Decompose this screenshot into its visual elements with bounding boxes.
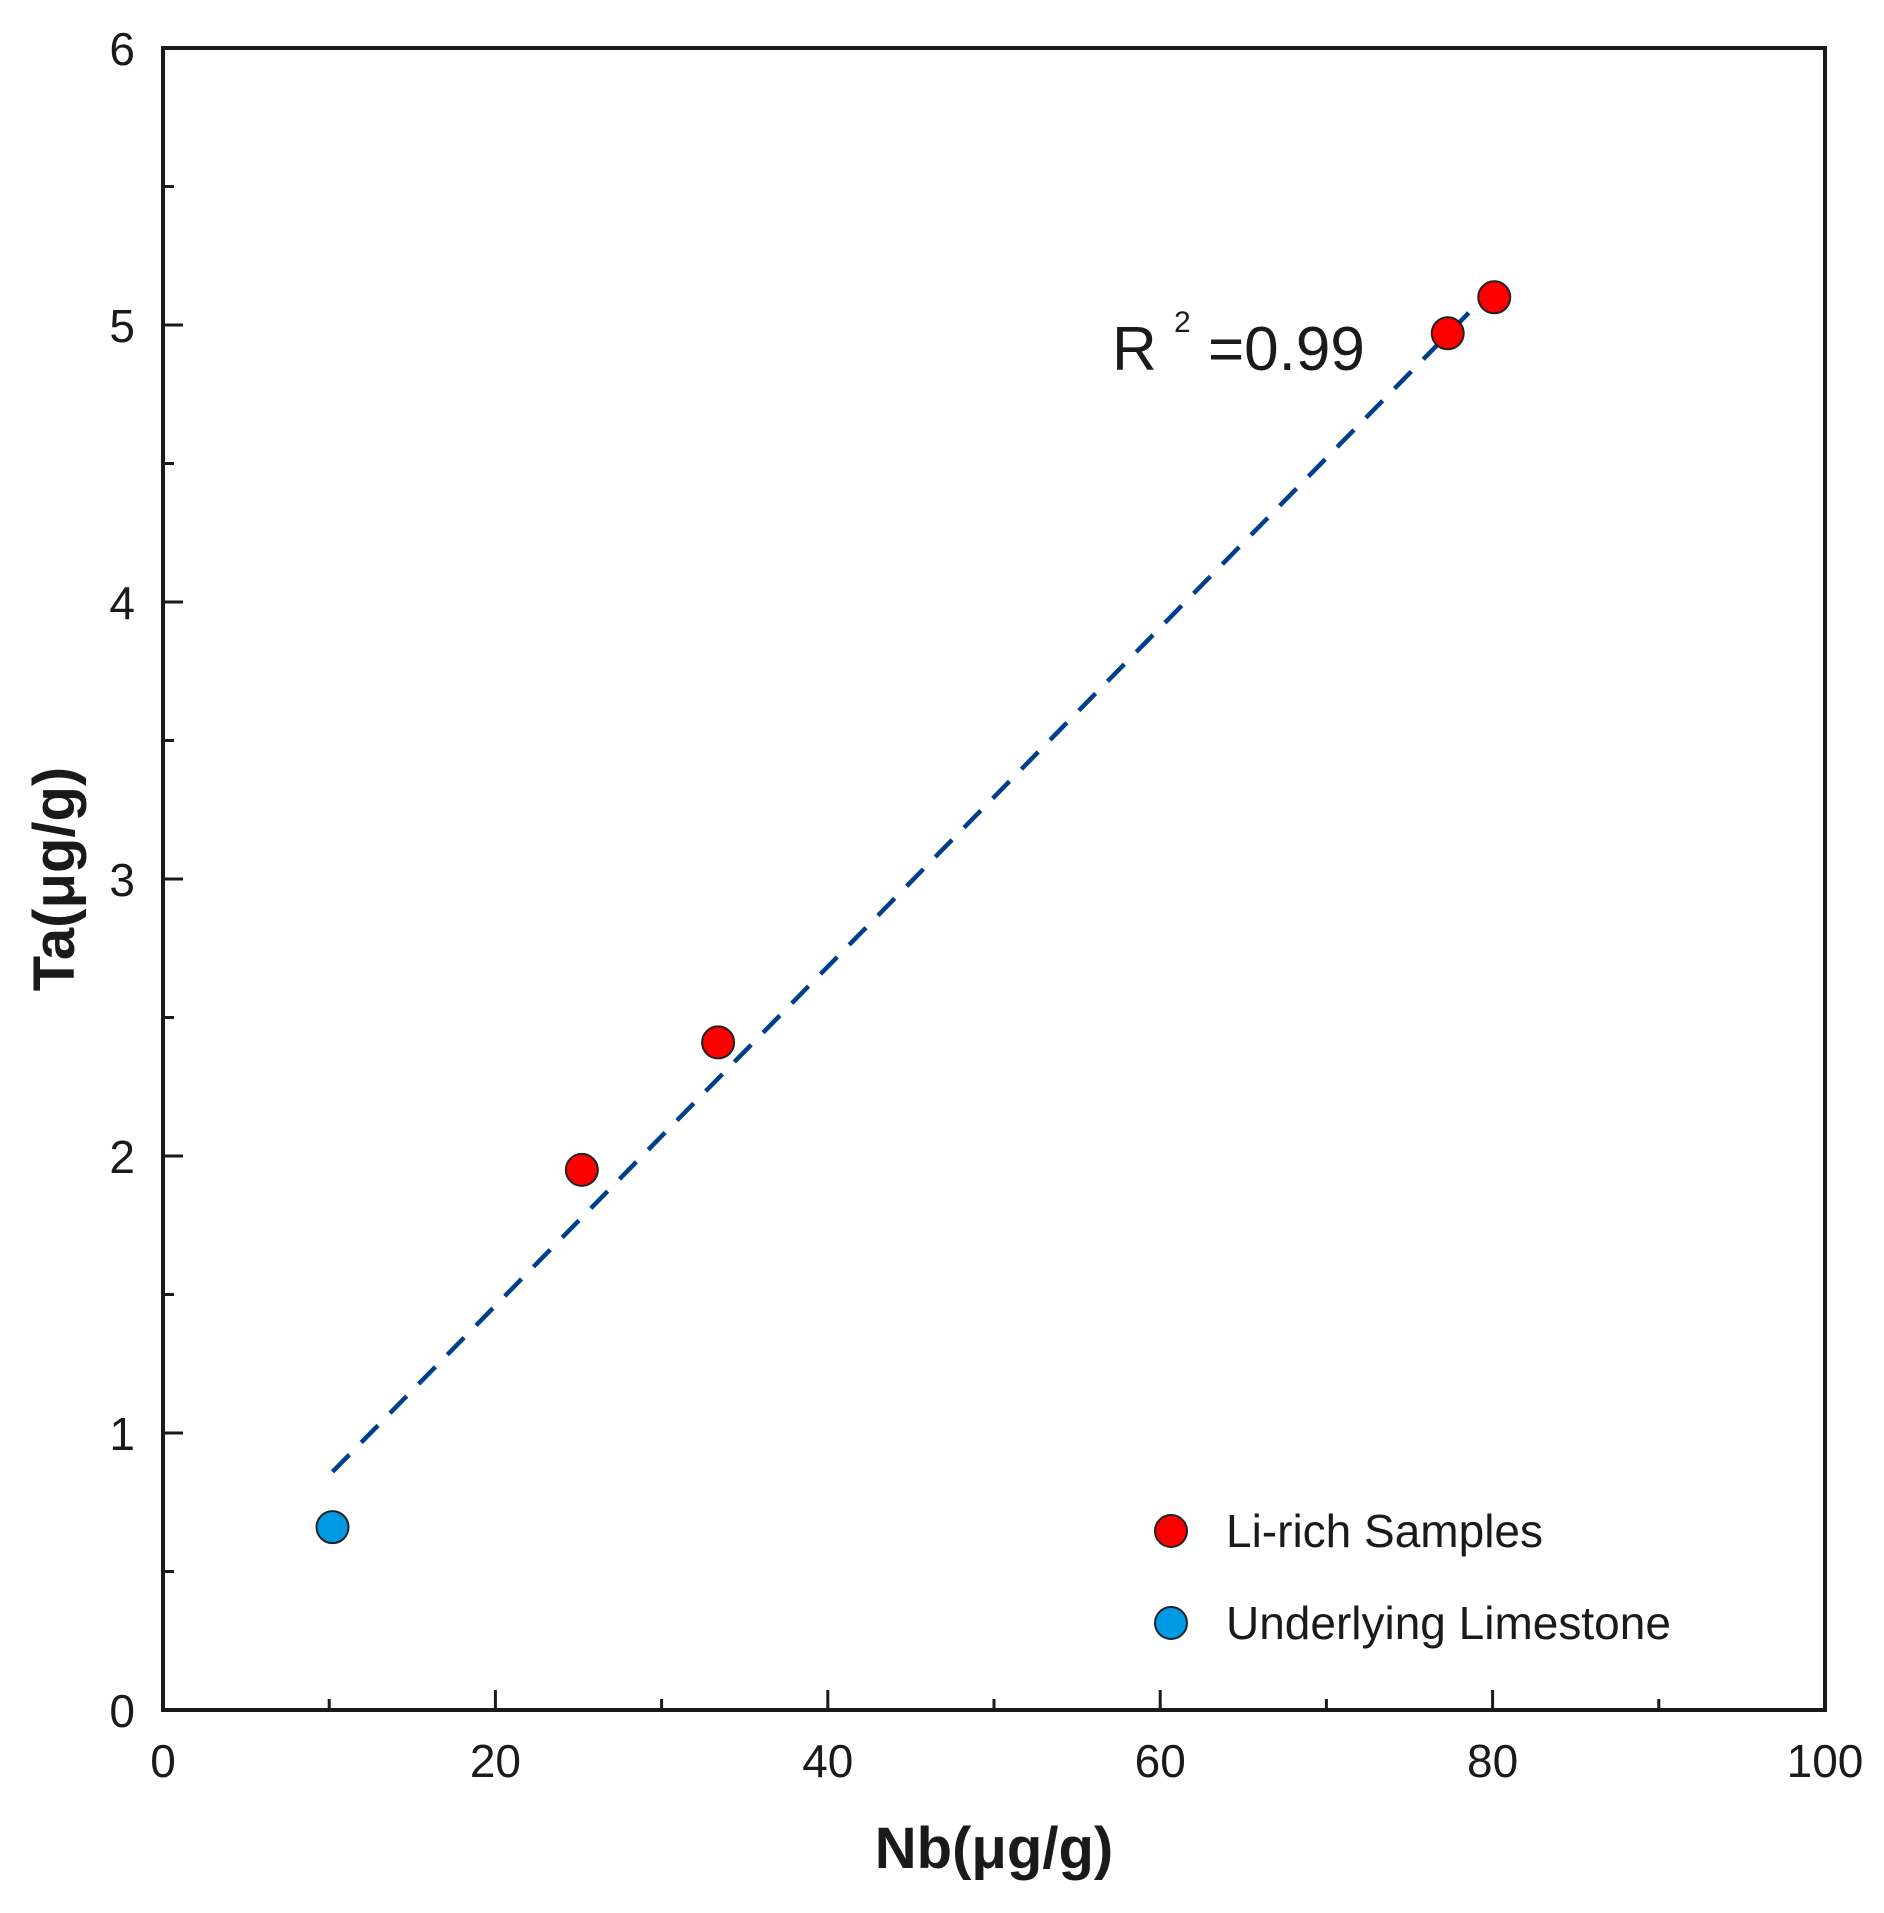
x-axis-title: Nb(μg/g) [875, 1816, 1113, 1881]
y-tick-label: 0 [109, 1685, 135, 1737]
x-tick-label: 0 [150, 1735, 176, 1787]
y-tick-label: 6 [109, 23, 135, 75]
data-points [315, 280, 1512, 1545]
y-tick-label: 2 [109, 1131, 135, 1183]
legend-marker [1154, 1514, 1188, 1548]
y-axis-ticks [163, 185, 183, 1573]
r-squared-superscript: 2 [1174, 306, 1191, 339]
x-tick-label: 100 [1787, 1735, 1864, 1787]
data-point [1477, 280, 1512, 315]
legend: Li-rich Samples Underlying Limestone [1154, 1505, 1671, 1649]
data-point [1430, 316, 1465, 351]
legend-marker [1154, 1606, 1188, 1640]
legend-label: Li-rich Samples [1226, 1505, 1543, 1557]
x-axis-ticks [327, 1690, 1661, 1710]
data-point [564, 1152, 599, 1187]
legend-label: Underlying Limestone [1226, 1597, 1671, 1649]
data-point [701, 1025, 736, 1060]
data-point [315, 1510, 350, 1545]
y-tick-label: 4 [109, 577, 135, 629]
trend-line [330, 281, 1500, 1474]
x-tick-label: 40 [802, 1735, 853, 1787]
x-tick-label: 20 [470, 1735, 521, 1787]
x-axis-tick-labels: 0 20 40 60 80 100 [150, 1735, 1863, 1787]
y-axis-title: Ta(μg/g) [22, 767, 87, 991]
y-tick-label: 3 [109, 854, 135, 906]
r-squared-value: =0.99 [1208, 315, 1365, 384]
r-squared-annotation: R 2 =0.99 [1112, 277, 1365, 384]
y-tick-label: 5 [109, 300, 135, 352]
y-axis-tick-labels: 0 1 2 3 4 5 6 [109, 23, 135, 1737]
y-tick-label: 1 [109, 1408, 135, 1460]
x-tick-label: 60 [1135, 1735, 1186, 1787]
r-squared-base: R [1112, 315, 1157, 384]
x-tick-label: 80 [1467, 1735, 1518, 1787]
